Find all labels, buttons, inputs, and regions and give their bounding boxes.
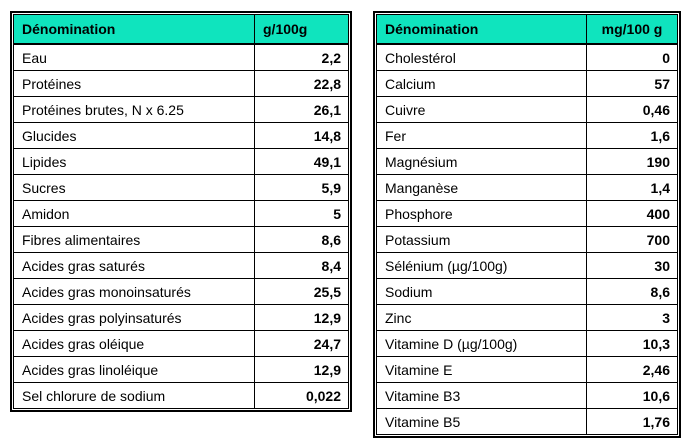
table-row: Vitamine B3 10,6 [376,382,678,409]
nutrient-value: 10,6 [586,382,678,409]
table-row: Calcium 57 [376,70,678,97]
table-row: Cuivre 0,46 [376,96,678,123]
nutrient-label: Lipides [13,148,255,175]
nutrient-label: Amidon [13,200,255,227]
nutrient-label: Vitamine B3 [376,382,587,409]
nutrient-label: Potassium [376,226,587,253]
nutrient-value: 10,3 [586,330,678,357]
table-row: Magnésium 190 [376,148,678,175]
nutrient-label: Manganèse [376,174,587,201]
nutrient-value: 24,7 [254,330,349,357]
nutrient-value: 8,6 [586,278,678,305]
nutrient-value: 57 [586,70,678,97]
nutrient-label: Phosphore [376,200,587,227]
nutrient-value: 400 [586,200,678,227]
nutrient-value: 12,9 [254,356,349,383]
nutrient-value: 190 [586,148,678,175]
table-row: Acides gras oléique 24,7 [13,330,349,357]
nutrient-value: 5,9 [254,174,349,201]
table-row: Fer 1,6 [376,122,678,149]
table-row: Fibres alimentaires 8,6 [13,226,349,253]
nutrient-value: 0 [586,43,678,71]
nutrient-label: Vitamine D (µg/100g) [376,330,587,357]
nutrient-label: Glucides [13,122,255,149]
table-row: Protéines 22,8 [13,70,349,97]
nutrient-label: Acides gras polyinsaturés [13,304,255,331]
nutrient-value: 8,6 [254,226,349,253]
nutrient-label: Protéines [13,70,255,97]
nutrition-table-milligrams-wrapper: Dénomination mg/100 g Cholestérol 0 Calciu… [373,11,681,438]
column-header-unit-mg: mg/100 g [586,14,678,45]
nutrient-value: 1,6 [586,122,678,149]
table-row: Acides gras polyinsaturés 12,9 [13,304,349,331]
nutrient-value: 2,46 [586,356,678,383]
table-row: Cholestérol 0 [376,43,678,71]
nutrient-label: Sélénium (µg/100g) [376,252,587,279]
nutrient-label: Protéines brutes, N x 6.25 [13,96,255,123]
nutrient-label: Acides gras monoinsaturés [13,278,255,305]
table-row: Potassium 700 [376,226,678,253]
table-row: Sel chlorure de sodium 0,022 [13,382,349,409]
nutrition-table-grams-wrapper: Dénomination g/100g Eau 2,2 Protéines 22,8 P… [10,11,352,412]
nutrient-label: Fibres alimentaires [13,226,255,253]
nutrient-value: 0,022 [254,382,349,409]
nutrient-value: 2,2 [254,43,349,71]
table-row: Sodium 8,6 [376,278,678,305]
nutrient-label: Vitamine B5 [376,408,587,435]
nutrient-value: 8,4 [254,252,349,279]
nutrient-value: 49,1 [254,148,349,175]
table-row: Zinc 3 [376,304,678,331]
table-row: Vitamine E 2,46 [376,356,678,383]
table-row: Sélénium (µg/100g) 30 [376,252,678,279]
table-row: Lipides 49,1 [13,148,349,175]
nutrient-label: Sodium [376,278,587,305]
table-row: Manganèse 1,4 [376,174,678,201]
nutrient-label: Vitamine E [376,356,587,383]
nutrient-value: 3 [586,304,678,331]
table-row: Acides gras saturés 8,4 [13,252,349,279]
nutrient-label: Cholestérol [376,43,587,71]
nutrient-label: Zinc [376,304,587,331]
nutrient-value: 30 [586,252,678,279]
nutrient-label: Acides gras oléique [13,330,255,357]
table-row: Protéines brutes, N x 6.25 26,1 [13,96,349,123]
nutrient-label: Magnésium [376,148,587,175]
column-header-denomination: Dénomination [13,14,255,45]
nutrient-label: Fer [376,122,587,149]
nutrient-value: 1,4 [586,174,678,201]
header-row: Dénomination g/100g [13,14,349,45]
table-row: Phosphore 400 [376,200,678,227]
nutrient-value: 14,8 [254,122,349,149]
nutrient-label: Sel chlorure de sodium [13,382,255,409]
table-row: Vitamine B5 1,76 [376,408,678,435]
nutrient-label: Calcium [376,70,587,97]
nutrient-value: 700 [586,226,678,253]
nutrient-label: Acides gras saturés [13,252,255,279]
nutrient-value: 22,8 [254,70,349,97]
nutrient-value: 0,46 [586,96,678,123]
nutrient-label: Sucres [13,174,255,201]
table-row: Acides gras monoinsaturés 25,5 [13,278,349,305]
table-row: Acides gras linoléique 12,9 [13,356,349,383]
nutrient-value: 25,5 [254,278,349,305]
nutrient-value: 5 [254,200,349,227]
table-row: Eau 2,2 [13,43,349,71]
nutrient-value: 12,9 [254,304,349,331]
nutrient-label: Eau [13,43,255,71]
nutrient-label: Cuivre [376,96,587,123]
table-row: Sucres 5,9 [13,174,349,201]
table-row: Vitamine D (µg/100g) 10,3 [376,330,678,357]
nutrition-table-milligrams: Dénomination mg/100 g Cholestérol 0 Calciu… [376,14,678,435]
nutrient-value: 1,76 [586,408,678,435]
nutrition-table-grams: Dénomination g/100g Eau 2,2 Protéines 22,8 P… [13,14,349,409]
table-row: Amidon 5 [13,200,349,227]
table-row: Glucides 14,8 [13,122,349,149]
column-header-unit-g: g/100g [254,14,349,45]
column-header-denomination: Dénomination [376,14,587,45]
header-row: Dénomination mg/100 g [376,14,678,45]
nutrient-label: Acides gras linoléique [13,356,255,383]
nutrient-value: 26,1 [254,96,349,123]
